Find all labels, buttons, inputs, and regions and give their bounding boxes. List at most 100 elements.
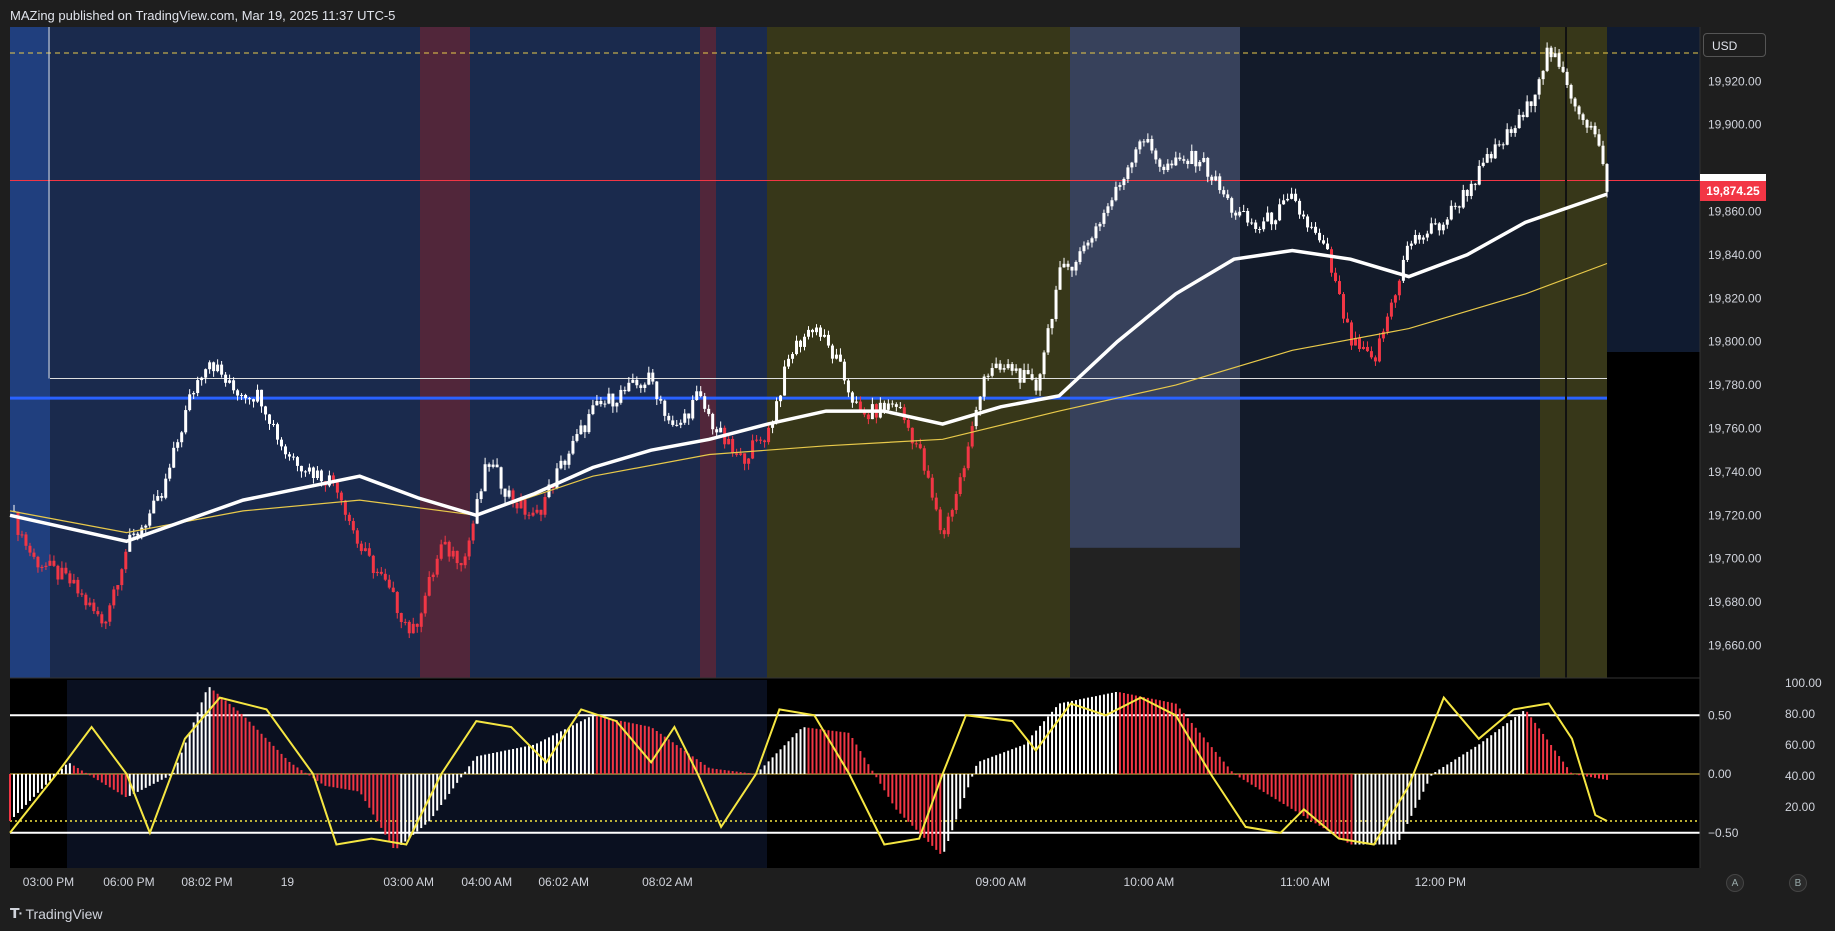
candle: [1082, 241, 1086, 254]
session-band: [470, 27, 700, 678]
candle-body: [834, 354, 838, 359]
session-band: [767, 27, 1070, 678]
candle: [759, 436, 763, 444]
candle: [687, 413, 691, 425]
candle-body: [1517, 114, 1521, 129]
scale-auto-button[interactable]: A: [1726, 874, 1744, 892]
candle: [842, 358, 846, 385]
candle-body: [311, 467, 315, 479]
candle: [822, 329, 826, 338]
candle-body: [663, 400, 667, 416]
candle: [471, 520, 475, 544]
candle: [1405, 241, 1409, 263]
candle-body: [200, 377, 204, 381]
candle-body: [1373, 357, 1377, 362]
candle-body: [1457, 206, 1461, 208]
candle: [1066, 260, 1070, 271]
y-tick-label: 19,720.00: [1708, 508, 1762, 522]
candle: [507, 485, 511, 499]
candle: [619, 385, 623, 405]
candle-body: [148, 513, 152, 526]
candle: [339, 490, 343, 506]
candle-body: [1413, 234, 1417, 244]
candle-body: [208, 362, 212, 370]
candle: [1605, 163, 1609, 198]
candle: [663, 399, 667, 422]
candle-body: [1154, 150, 1158, 160]
candle: [807, 326, 810, 340]
candle: [1453, 202, 1457, 210]
candle: [838, 348, 842, 362]
candle-body: [479, 491, 483, 500]
candle: [459, 562, 463, 572]
candle-body: [1034, 379, 1038, 391]
candle: [814, 324, 818, 336]
candle-body: [982, 376, 986, 397]
candle: [311, 466, 315, 484]
candle-body: [244, 394, 248, 399]
candle: [1361, 341, 1365, 350]
candle-body: [471, 523, 475, 541]
candle-body: [1010, 364, 1014, 371]
candle: [535, 504, 539, 515]
candle-body: [64, 567, 68, 574]
candle: [1541, 70, 1545, 85]
candle: [491, 459, 495, 469]
attribution-header: MAZing published on TradingView.com, Mar…: [10, 8, 396, 23]
scale-b-button[interactable]: B: [1789, 874, 1807, 892]
candle: [1381, 328, 1385, 342]
candle: [232, 377, 236, 394]
candle: [64, 562, 68, 575]
candle-body: [188, 394, 192, 411]
candle-body: [970, 426, 974, 447]
candle-body: [1142, 141, 1146, 143]
candle-body: [731, 438, 735, 454]
candle: [1246, 208, 1250, 227]
candle: [1509, 126, 1513, 137]
candle-body: [1130, 162, 1134, 168]
candle: [236, 388, 240, 401]
candle-body: [675, 424, 679, 426]
tradingview-logo[interactable]: 𝗧∙ TradingView: [10, 905, 103, 922]
candle: [208, 360, 212, 374]
candle-body: [1493, 144, 1497, 159]
candle-body: [1405, 245, 1409, 260]
candle: [511, 488, 515, 508]
candle: [1298, 198, 1302, 219]
candle-body: [803, 336, 807, 347]
candle-body: [818, 327, 822, 337]
candle-body: [715, 429, 719, 433]
candle-body: [994, 363, 998, 368]
candle: [1210, 174, 1214, 185]
candle-body: [212, 362, 216, 372]
candle-body: [88, 602, 92, 606]
candle-body: [1114, 186, 1118, 201]
candle-body: [1254, 222, 1258, 229]
candle: [92, 598, 96, 614]
candle: [631, 373, 635, 384]
candle: [1553, 46, 1557, 58]
candle: [156, 490, 160, 502]
candle: [926, 465, 930, 479]
currency-selector[interactable]: USD: [1703, 33, 1766, 57]
candle-body: [260, 389, 264, 407]
session-band: [1070, 547, 1240, 678]
candle-body: [136, 533, 140, 536]
candle-body: [1066, 263, 1070, 267]
candle-body: [906, 419, 910, 428]
session-band: [1240, 27, 1540, 678]
candle-body: [1054, 289, 1058, 319]
candle-body: [1513, 128, 1517, 133]
candle-body: [930, 477, 934, 498]
candle-body: [1290, 193, 1294, 199]
candle-body: [283, 446, 287, 455]
candle: [427, 571, 431, 597]
candle: [1042, 350, 1046, 379]
candle: [607, 387, 611, 405]
x-tick-label: 04:00 AM: [461, 875, 512, 889]
candle: [906, 416, 910, 432]
candle-body: [779, 395, 783, 402]
candle: [1469, 180, 1473, 200]
candle-body: [1326, 243, 1330, 250]
